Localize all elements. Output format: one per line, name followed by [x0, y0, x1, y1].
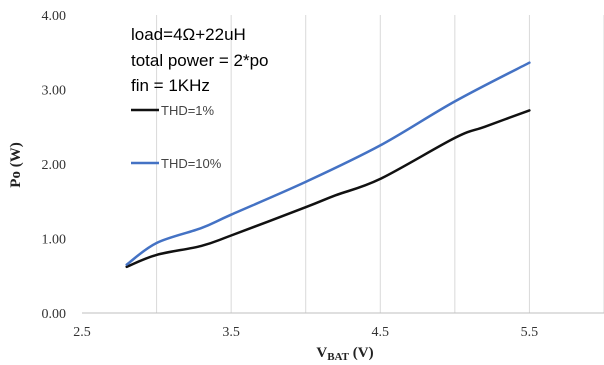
y-tick-label: 4.00	[42, 9, 67, 24]
y-tick-label: 2.00	[42, 158, 67, 173]
x-tick-label: 4.5	[372, 325, 390, 340]
x-axis-label: VBAT (V)	[316, 345, 373, 363]
legend-label-thd-10: THD=10%	[161, 156, 222, 171]
series-line-thd-1	[125, 109, 531, 269]
legend-label-thd-1: THD=1%	[161, 103, 215, 118]
annotation-load: load=4Ω+22uH	[131, 25, 246, 44]
annotation-fin: fin = 1KHz	[131, 76, 210, 95]
x-axis-label-unit: (V)	[349, 345, 374, 361]
annotation-total-power: total power = 2*po	[131, 51, 269, 70]
y-tick-labels: 0.00 1.00 2.00 3.00 4.00	[42, 9, 67, 322]
x-tick-label: 2.5	[73, 325, 91, 340]
y-tick-label: 1.00	[42, 233, 67, 248]
x-tick-labels: 2.5 3.5 4.5 5.5	[73, 325, 538, 340]
series-line-thd-10	[125, 61, 531, 266]
y-axis-label: Po (W)	[8, 142, 24, 187]
x-axis-label-main: V	[316, 345, 327, 361]
y-tick-label: 0.00	[42, 307, 67, 322]
y-tick-label: 3.00	[42, 84, 67, 99]
series-layer	[125, 61, 531, 269]
x-tick-label: 5.5	[521, 325, 539, 340]
grid-lines	[156, 15, 604, 313]
x-tick-label: 3.5	[222, 325, 240, 340]
x-axis-label-subscript: BAT	[327, 351, 349, 363]
